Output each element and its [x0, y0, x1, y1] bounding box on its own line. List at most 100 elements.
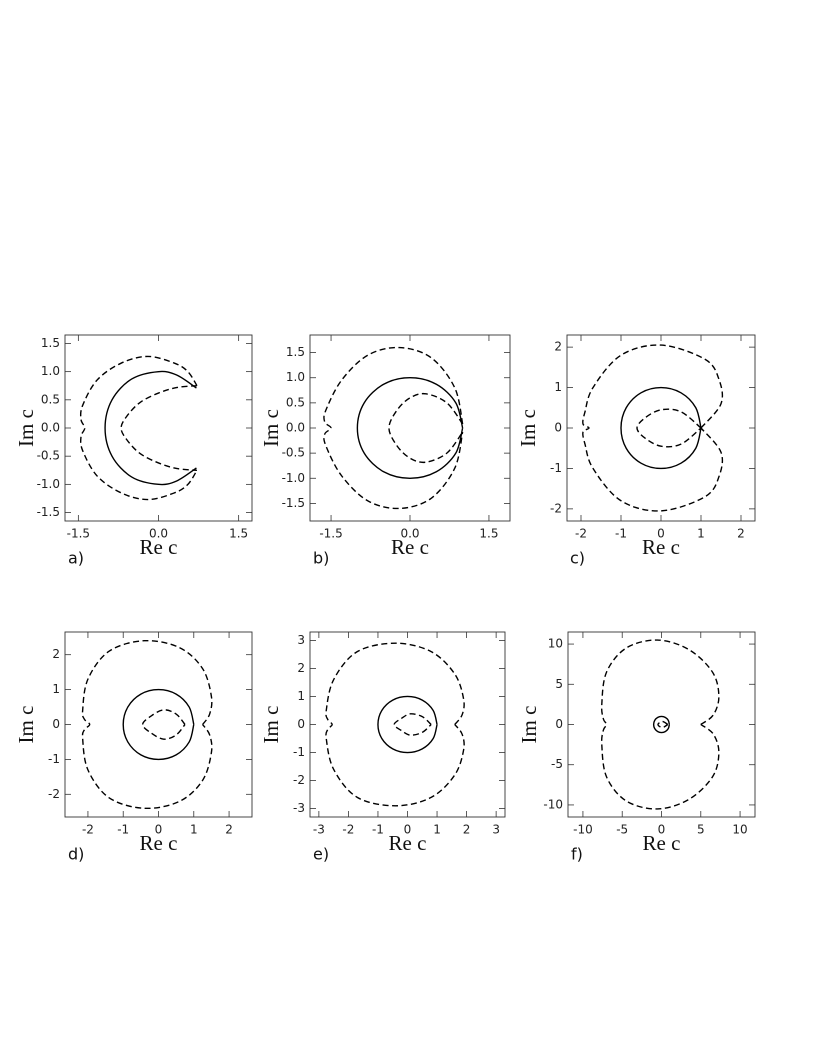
- dashed-curve: [323, 346, 464, 510]
- x-tick-label: 5: [697, 823, 705, 837]
- x-tick-label: -10: [573, 823, 593, 837]
- plot-frame: [309, 631, 506, 818]
- y-tick-label: 1: [554, 380, 562, 394]
- dashed-curve: [600, 639, 720, 810]
- plot-frame: [566, 334, 756, 522]
- y-tick-label: 5: [555, 677, 563, 691]
- y-tick-label: 0: [555, 717, 563, 731]
- x-tick-label: 0.0: [400, 527, 419, 541]
- panel: -2 -1 0 1 2 -2 -1 0 1 2 Re c Im c c): [516, 334, 756, 568]
- dashed-curve: [141, 709, 186, 740]
- panel-label: d): [68, 845, 84, 864]
- dashed-curve: [81, 639, 213, 810]
- y-tick-label: 0: [297, 717, 305, 731]
- y-tick-label: 0.0: [286, 421, 305, 435]
- x-tick-label: -2: [575, 527, 587, 541]
- x-tick-label: 0.0: [149, 527, 168, 541]
- y-tick-label: 0: [554, 421, 562, 435]
- y-tick-label: 1.0: [286, 370, 305, 384]
- panel-label: f): [571, 845, 583, 864]
- x-tick-label: -5: [616, 823, 628, 837]
- x-tick-label: -1: [117, 823, 129, 837]
- x-tick-label: -3: [313, 823, 325, 837]
- y-tick-label: 0: [52, 717, 60, 731]
- x-tick-label: 1: [433, 823, 441, 837]
- panel: -3 -2 -1 0 1 2 3 -3 -2 -1 0 1 2 3 Re c Im c e): [259, 631, 506, 864]
- y-tick-label: -1: [550, 461, 562, 475]
- y-tick-label: -1.5: [37, 505, 60, 519]
- y-tick-label: -2: [550, 501, 562, 515]
- solid-curve: [377, 695, 438, 754]
- x-axis-label: Re c: [643, 831, 681, 855]
- y-tick-label: 2: [52, 647, 60, 661]
- y-axis-label: Im c: [516, 409, 540, 447]
- panel-label: b): [313, 549, 329, 568]
- y-tick-label: 0.5: [286, 395, 305, 409]
- plot-frame: [64, 334, 253, 522]
- y-tick-label: 0.5: [41, 392, 60, 406]
- x-tick-label: 0: [658, 823, 666, 837]
- x-tick-label: 0: [404, 823, 412, 837]
- x-tick-label: 0: [657, 527, 665, 541]
- dashed-curve: [657, 720, 669, 729]
- plot-frame: [567, 631, 756, 818]
- y-tick-label: 2: [554, 340, 562, 354]
- panel-label: a): [68, 549, 84, 568]
- y-tick-label: -0.5: [37, 449, 60, 463]
- x-axis-label: Re c: [642, 535, 680, 559]
- y-tick-label: -5: [551, 757, 563, 771]
- plot-frame: [309, 334, 511, 522]
- panel-label: c): [570, 549, 585, 568]
- plot-frame: [64, 631, 253, 818]
- y-tick-label: -1: [48, 752, 60, 766]
- x-axis-label: Re c: [389, 831, 427, 855]
- y-tick-label: 0.0: [41, 421, 60, 435]
- dashed-curve: [79, 355, 198, 501]
- x-tick-label: 10: [732, 823, 747, 837]
- solid-curve: [104, 370, 197, 486]
- y-tick-label: 1.0: [41, 364, 60, 378]
- y-tick-label: 2: [297, 661, 305, 675]
- solid-curve: [122, 688, 195, 761]
- dashed-curve: [388, 392, 464, 464]
- y-axis-label: Im c: [259, 409, 283, 447]
- y-axis-label: Im c: [259, 706, 283, 744]
- y-tick-label: -2: [48, 787, 60, 801]
- panel-label: e): [313, 845, 329, 864]
- y-tick-label: 1.5: [41, 336, 60, 350]
- y-tick-label: -1.5: [282, 496, 305, 510]
- x-tick-label: 1.5: [229, 527, 248, 541]
- y-tick-label: 1: [52, 682, 60, 696]
- x-axis-label: Re c: [140, 535, 178, 559]
- dashed-curve: [582, 344, 724, 512]
- y-tick-label: -10: [543, 797, 563, 811]
- y-tick-label: -2: [293, 773, 305, 787]
- dashed-curve: [325, 642, 465, 807]
- x-tick-label: -1.5: [67, 527, 90, 541]
- y-tick-label: 1: [297, 689, 305, 703]
- x-tick-label: 1.5: [479, 527, 498, 541]
- y-tick-label: 1.5: [286, 345, 305, 359]
- y-axis-label: Im c: [517, 706, 541, 744]
- x-axis-label: Re c: [140, 831, 178, 855]
- panel: -1.5 0.0 1.5 -1.5 -1.0 -0.5 0.0 0.5 1.0 1.5 Re c Im…: [14, 334, 253, 568]
- y-tick-label: 10: [548, 637, 563, 651]
- y-tick-label: -1.0: [282, 471, 305, 485]
- panel: -10 -5 0 5 10 -10 -5 0 5 10 Re c Im c f): [517, 631, 756, 864]
- y-tick-label: 3: [297, 633, 305, 647]
- solid-curve: [356, 377, 464, 479]
- panel: -1.5 0.0 1.5 -1.5 -1.0 -0.5 0.0 0.5 1.0 1.5 Re c Im…: [259, 334, 511, 568]
- x-tick-label: 2: [463, 823, 471, 837]
- y-tick-label: -3: [293, 801, 305, 815]
- x-tick-label: 1: [697, 527, 705, 541]
- x-tick-label: 1: [190, 823, 198, 837]
- x-tick-label: -1: [615, 527, 627, 541]
- x-tick-label: 2: [737, 527, 745, 541]
- y-tick-label: -1.0: [37, 477, 60, 491]
- y-axis-label: Im c: [14, 409, 38, 447]
- dashed-curve: [393, 713, 432, 736]
- y-axis-label: Im c: [14, 706, 38, 744]
- x-tick-label: 0: [155, 823, 163, 837]
- solid-curve: [652, 715, 671, 734]
